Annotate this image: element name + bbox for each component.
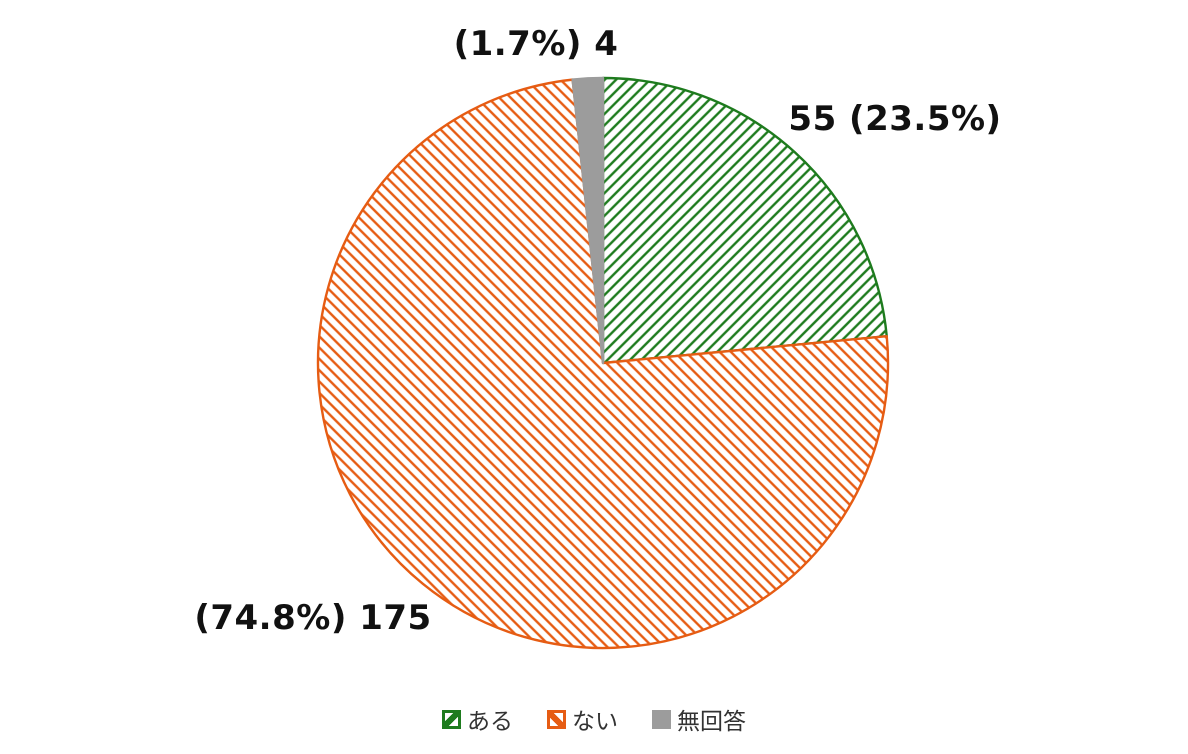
slice-label-mukaitou: (1.7%) 4 bbox=[453, 24, 619, 64]
legend-swatch-icon bbox=[442, 709, 461, 729]
legend-label: ない bbox=[572, 709, 618, 735]
pie-slice-0 bbox=[601, 76, 888, 365]
legend-label: ある bbox=[467, 709, 513, 735]
slice-label-aru: 55 (23.5%) bbox=[788, 99, 1002, 139]
legend-swatch-icon bbox=[547, 709, 566, 729]
legend-swatch-icon bbox=[652, 709, 671, 729]
legend: ある ない 無回答 bbox=[0, 702, 1188, 736]
pie-slice-2 bbox=[571, 76, 605, 365]
legend-item-2: 無回答 bbox=[652, 702, 746, 736]
legend-item-0: ある bbox=[442, 702, 513, 736]
slice-label-nai: (74.8%) 175 bbox=[194, 598, 432, 638]
legend-label: 無回答 bbox=[677, 709, 746, 735]
legend-item-1: ない bbox=[547, 702, 618, 736]
